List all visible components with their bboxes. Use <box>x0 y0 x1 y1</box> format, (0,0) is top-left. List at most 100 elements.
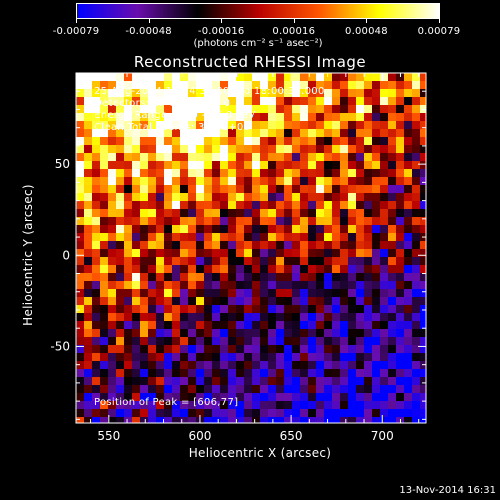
heatmap-cell <box>308 401 316 409</box>
heatmap-cell <box>340 129 348 137</box>
heatmap-cell <box>100 105 108 113</box>
heatmap-cell <box>92 361 100 369</box>
heatmap-cell <box>404 113 412 121</box>
heatmap-cell <box>284 321 292 329</box>
heatmap-cell <box>420 305 426 313</box>
heatmap-cell <box>292 337 300 345</box>
heatmap-cell <box>284 401 292 409</box>
heatmap-cell <box>380 377 388 385</box>
heatmap-cell <box>292 137 300 145</box>
heatmap-cell <box>100 201 108 209</box>
heatmap-cell <box>348 289 356 297</box>
heatmap-cell <box>180 305 188 313</box>
heatmap-cell <box>204 161 212 169</box>
heatmap-cell <box>156 89 164 97</box>
heatmap-cell <box>364 329 372 337</box>
heatmap-cell <box>284 353 292 361</box>
heatmap-cell <box>332 297 340 305</box>
heatmap-cell <box>188 233 196 241</box>
heatmap-cell <box>180 321 188 329</box>
heatmap-cell <box>340 385 348 393</box>
heatmap-cell <box>140 177 148 185</box>
heatmap-cell <box>180 377 188 385</box>
heatmap-cell <box>124 129 132 137</box>
heatmap-cell <box>244 265 252 273</box>
heatmap-cell <box>428 225 436 233</box>
heatmap-cell <box>204 257 212 265</box>
heatmap-cell <box>156 129 164 137</box>
heatmap-cell <box>356 217 364 225</box>
heatmap-cell <box>372 233 380 241</box>
heatmap-cell <box>260 137 268 145</box>
heatmap-cell <box>404 393 412 401</box>
heatmap-cell <box>260 169 268 177</box>
heatmap-cell <box>140 401 148 409</box>
heatmap-cell <box>412 89 420 97</box>
heatmap-cell <box>412 161 420 169</box>
heatmap-cell <box>300 161 308 169</box>
heatmap-cell <box>388 393 396 401</box>
heatmap-cell <box>332 89 340 97</box>
heatmap-cell <box>84 137 92 145</box>
heatmap-cell <box>236 273 244 281</box>
heatmap-cell <box>76 281 84 289</box>
heatmap-cell <box>244 89 252 97</box>
heatmap-cell <box>284 289 292 297</box>
heatmap-cell <box>340 137 348 145</box>
colorbar <box>76 3 440 19</box>
heatmap-cell <box>228 273 236 281</box>
heatmap-cell <box>212 105 220 113</box>
heatmap-cell <box>268 185 276 193</box>
heatmap-cell <box>100 369 108 377</box>
heatmap-cell <box>188 385 196 393</box>
heatmap-cell <box>404 97 412 105</box>
heatmap-cell <box>84 97 92 105</box>
heatmap-cell <box>284 121 292 129</box>
heatmap-cell <box>348 329 356 337</box>
heatmap-cell <box>260 353 268 361</box>
heatmap-cell <box>284 345 292 353</box>
heatmap-cell <box>348 385 356 393</box>
heatmap-cell <box>356 201 364 209</box>
heatmap-cell <box>84 337 92 345</box>
heatmap-cell <box>292 89 300 97</box>
detectors-text: Detectors: 3F 6F 9F, Att 0 <box>94 98 231 109</box>
heatmap-cell <box>292 305 300 313</box>
heatmap-cell <box>164 425 172 433</box>
heatmap-cell <box>180 425 188 433</box>
heatmap-cell <box>108 337 116 345</box>
heatmap-cell <box>108 193 116 201</box>
heatmap-cell <box>188 153 196 161</box>
heatmap-cell <box>212 425 220 433</box>
heatmap-cell <box>76 145 84 153</box>
heatmap-cell <box>420 417 426 423</box>
heatmap-cell <box>332 177 340 185</box>
heatmap-cell <box>180 73 188 81</box>
heatmap-cell <box>388 169 396 177</box>
heatmap-cell <box>188 193 196 201</box>
heatmap-cell <box>188 97 196 105</box>
heatmap-cell <box>364 177 372 185</box>
heatmap-cell <box>92 329 100 337</box>
heatmap-cell <box>348 313 356 321</box>
heatmap-cell <box>108 377 116 385</box>
heatmap-cell <box>100 193 108 201</box>
heatmap-cell <box>164 409 172 417</box>
heatmap-cell <box>140 329 148 337</box>
heatmap-cell <box>76 121 84 129</box>
heatmap-cell <box>276 313 284 321</box>
heatmap-cell <box>332 113 340 121</box>
heatmap-cell <box>172 337 180 345</box>
heatmap-cell <box>164 161 172 169</box>
heatmap-cell <box>396 289 404 297</box>
heatmap-cell <box>300 361 308 369</box>
heatmap-cell <box>132 161 140 169</box>
heatmap-cell <box>100 137 108 145</box>
heatmap-cell <box>204 281 212 289</box>
heatmap-cell <box>348 257 356 265</box>
heatmap-cell <box>132 129 140 137</box>
heatmap-cell <box>372 217 380 225</box>
heatmap-cell <box>236 281 244 289</box>
heatmap-cell <box>124 81 132 89</box>
heatmap-cell <box>76 417 84 423</box>
